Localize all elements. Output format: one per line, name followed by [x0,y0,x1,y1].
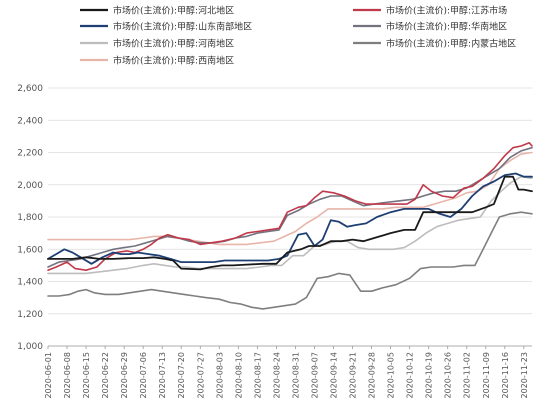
series-line-6 [47,151,533,246]
y-tick-label: 2,400 [17,116,43,126]
legend-label: 市场价(主流价):甲醇:内蒙古地区 [386,38,516,50]
legend-label: 市场价(主流价):甲醇:西南地区 [113,55,234,67]
y-gridlines [48,87,532,347]
series-line-0 [47,175,533,271]
x-tick-label: 2020-07-27 [196,352,205,399]
x-tick-label: 2020-06-08 [63,352,72,399]
legend-label: 市场价(主流价):甲醇:江苏市场 [386,5,507,17]
x-tick-label: 2020-10-26 [444,352,453,399]
x-tick-label: 2020-08-10 [234,352,243,399]
x-axis-tick-labels: 2020-06-01 2020-06-08 2020-06-15 2020-06-22… [44,346,529,399]
y-tick-label: 1,600 [17,245,43,255]
series-line-1 [47,142,533,272]
y-axis-tick-labels: 1,000 1,200 1,400 1,600 1,800 2,000 2,200 2,400… [17,84,43,352]
x-tick-label: 2020-10-12 [406,352,415,399]
x-tick-label: 2020-10-05 [387,352,396,399]
series-line-2 [47,172,533,265]
x-tick-label: 2020-08-31 [291,352,300,399]
x-tick-label: 2020-06-29 [120,352,129,399]
legend-label: 市场价(主流价):甲醇:山东南部地区 [113,21,252,33]
y-tick-label: 2,600 [17,84,43,94]
x-tick-label: 2020-11-09 [482,352,491,399]
x-tick-label: 2020-08-03 [215,352,224,399]
chart-legend: 市场价(主流价):甲醇:河北地区 市场价(主流价):甲醇:江苏市场市场价(主流价)… [80,5,516,67]
x-tick-label: 2020-07-20 [177,352,186,399]
series-line-5 [47,211,533,310]
y-tick-label: 1,800 [17,213,43,223]
x-tick-label: 2020-11-02 [463,352,472,399]
series-line-3 [47,146,533,268]
x-tick-label: 2020-09-07 [310,352,319,399]
x-tick-label: 2020-09-14 [330,352,339,399]
legend-label: 市场价(主流价):甲醇:河南地区 [113,38,234,50]
x-tick-label: 2020-07-13 [158,352,167,399]
x-tick-label: 2020-06-01 [44,352,53,399]
chart-series [47,142,533,310]
y-tick-label: 1,400 [17,278,43,288]
legend-label: 市场价(主流价):甲醇:华南地区 [386,21,507,33]
x-tick-label: 2020-09-28 [368,352,377,399]
y-tick-label: 1,200 [17,310,43,320]
x-tick-label: 2020-08-24 [272,352,281,399]
x-tick-label: 2020-08-17 [253,352,262,399]
x-tick-label: 2020-10-19 [425,352,434,399]
x-tick-label: 2020-09-21 [349,352,358,399]
x-tick-label: 2020-07-06 [139,352,148,399]
x-tick-label: 2020-06-22 [101,352,110,399]
x-tick-label: 2020-06-15 [82,352,91,399]
y-tick-label: 1,000 [17,342,43,352]
x-tick-label: 2020-11-23 [520,352,529,399]
series-line-4 [47,175,533,275]
legend-label: 市场价(主流价):甲醇:河北地区 [113,5,234,17]
x-tick-label: 2020-11-16 [501,352,510,399]
y-tick-label: 2,000 [17,181,43,191]
y-tick-label: 2,200 [17,149,43,159]
